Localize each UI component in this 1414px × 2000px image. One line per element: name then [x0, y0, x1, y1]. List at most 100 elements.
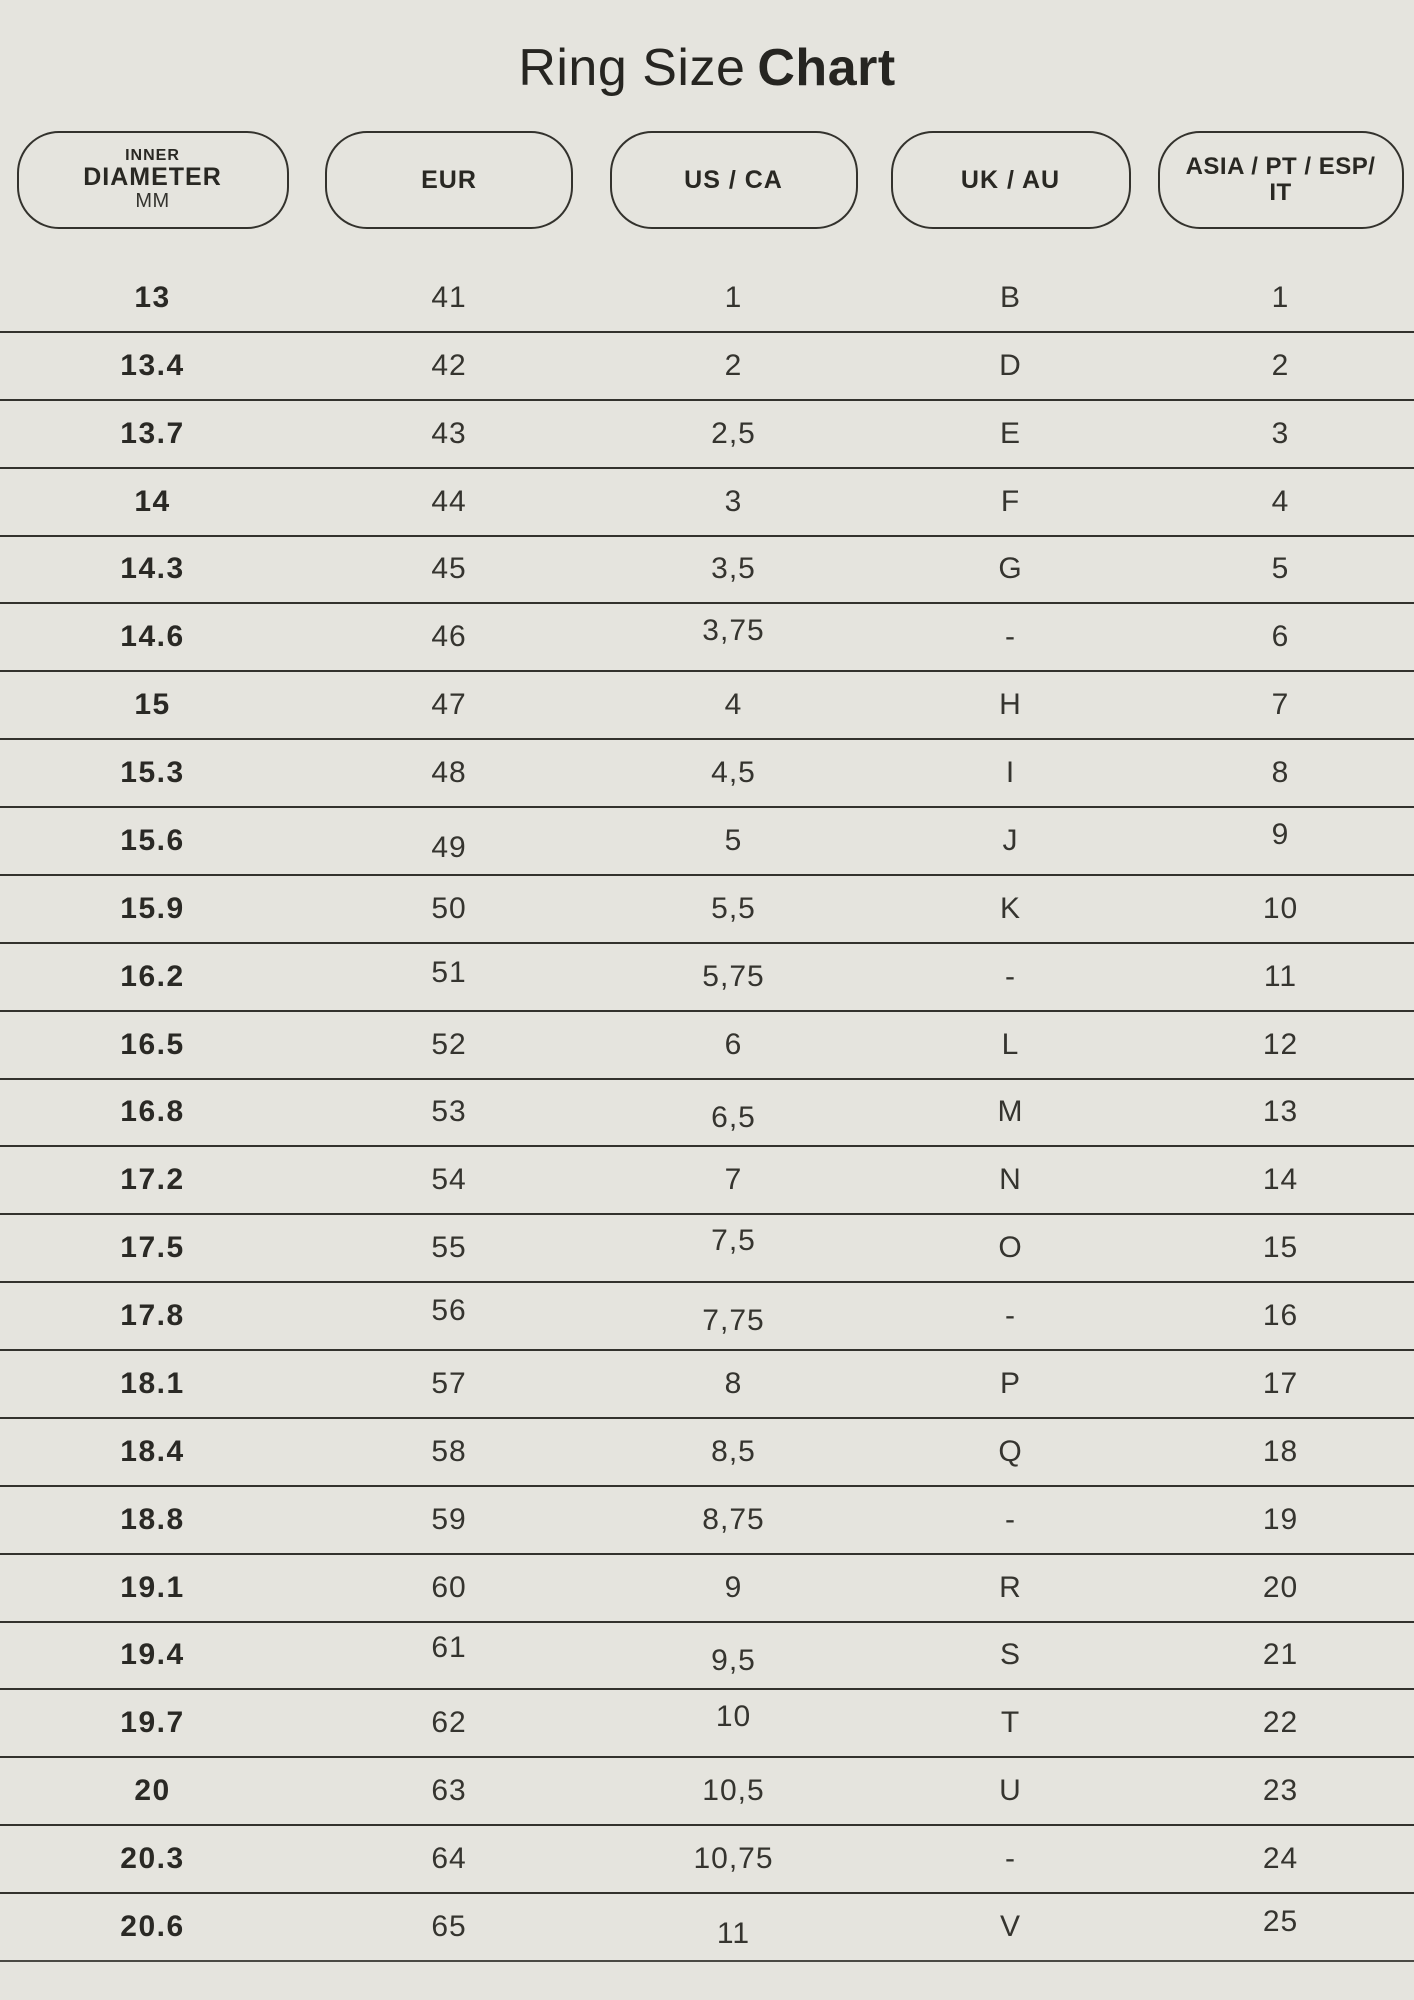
cell-eur: 65 — [431, 1909, 467, 1943]
cell-us-ca: 10,5 — [702, 1774, 765, 1808]
header-cell-us-ca: US / CA — [593, 131, 874, 229]
table-row: 18.1 57 8 P 17 — [0, 1351, 1414, 1419]
cell-inner-diameter-mm: 18.8 — [120, 1502, 185, 1536]
header-label-asia-line2: IT — [1269, 179, 1292, 206]
cell-us-ca: 5 — [724, 823, 743, 857]
header-label-diameter: DIAMETER — [83, 163, 222, 192]
cell-uk-au: G — [998, 552, 1023, 586]
cell-asia-pt-esp-it: 2 — [1271, 348, 1290, 382]
cell-eur: 61 — [431, 1631, 467, 1665]
cell-eur: 60 — [431, 1570, 467, 1604]
cell-eur: 58 — [431, 1434, 467, 1468]
cell-eur: 41 — [431, 280, 467, 314]
cell-inner-diameter-mm: 13.7 — [120, 416, 185, 450]
page-title: Ring Size Chart — [0, 0, 1414, 106]
cell-eur: 64 — [431, 1842, 467, 1876]
table-row: 13 41 1 B 1 — [0, 265, 1414, 333]
cell-inner-diameter-mm: 16.8 — [120, 1095, 185, 1129]
cell-us-ca: 6,5 — [711, 1101, 756, 1135]
cell-us-ca: 2,5 — [711, 416, 756, 450]
cell-us-ca: 7 — [724, 1163, 743, 1197]
cell-inner-diameter-mm: 15.9 — [120, 891, 185, 925]
cell-asia-pt-esp-it: 4 — [1271, 484, 1290, 518]
cell-uk-au: U — [999, 1774, 1022, 1808]
cell-asia-pt-esp-it: 13 — [1262, 1095, 1299, 1129]
table-row: 18.4 58 8,5 Q 18 — [0, 1419, 1414, 1487]
cell-asia-pt-esp-it: 17 — [1262, 1366, 1299, 1400]
table-row: 15 47 4 H 7 — [0, 672, 1414, 741]
cell-eur: 43 — [431, 416, 467, 450]
cell-uk-au: R — [999, 1570, 1022, 1604]
cell-us-ca: 8,75 — [702, 1502, 765, 1536]
cell-us-ca: 7,5 — [711, 1224, 756, 1258]
cell-inner-diameter-mm: 14.6 — [120, 620, 185, 654]
cell-inner-diameter-mm: 14 — [134, 484, 171, 518]
cell-eur: 51 — [431, 955, 467, 989]
table-row: 20.3 64 10,75 - 24 — [0, 1826, 1414, 1894]
cell-inner-diameter-mm: 17.8 — [120, 1299, 185, 1333]
header-cell-asia-pt-esp-it: ASIA / PT / ESP/ IT — [1147, 131, 1414, 229]
cell-uk-au: V — [999, 1909, 1021, 1943]
cell-eur: 46 — [431, 620, 467, 654]
cell-eur: 63 — [431, 1774, 467, 1808]
cell-uk-au: - — [1005, 959, 1016, 993]
cell-inner-diameter-mm: 18.1 — [120, 1366, 185, 1400]
cell-inner-diameter-mm: 17.5 — [120, 1231, 185, 1265]
cell-asia-pt-esp-it: 11 — [1263, 959, 1298, 993]
table-row: 20.6 65 11 V 25 — [0, 1894, 1414, 1962]
cell-uk-au: M — [997, 1095, 1024, 1129]
cell-asia-pt-esp-it: 10 — [1262, 891, 1299, 925]
cell-asia-pt-esp-it: 25 — [1262, 1904, 1299, 1938]
cell-asia-pt-esp-it: 21 — [1262, 1638, 1299, 1672]
cell-uk-au: - — [1005, 1299, 1016, 1333]
cell-asia-pt-esp-it: 20 — [1262, 1570, 1299, 1604]
cell-eur: 57 — [431, 1366, 467, 1400]
cell-inner-diameter-mm: 15.6 — [120, 823, 185, 857]
cell-us-ca: 5,5 — [711, 891, 756, 925]
page-title-regular: Ring Size — [518, 39, 746, 97]
cell-us-ca: 4,5 — [711, 756, 756, 790]
cell-uk-au: O — [998, 1231, 1023, 1265]
header-pill-inner-diameter: INNER DIAMETER MM — [16, 131, 289, 229]
header-cell-uk-au: UK / AU — [874, 131, 1147, 229]
table-row: 14 44 3 F 4 — [0, 469, 1414, 537]
header-pill-uk-au: UK / AU — [890, 131, 1131, 229]
cell-asia-pt-esp-it: 16 — [1262, 1299, 1299, 1333]
cell-asia-pt-esp-it: 18 — [1262, 1434, 1299, 1468]
table-row: 15.6 49 5 J 9 — [0, 808, 1414, 876]
cell-us-ca: 10,75 — [693, 1842, 774, 1876]
table-row: 14.3 45 3,5 G 5 — [0, 537, 1414, 605]
table-row: 16.8 53 6,5 M 13 — [0, 1080, 1414, 1148]
table-row: 19.7 62 10 T 22 — [0, 1690, 1414, 1759]
header-label-asia-line1: ASIA / PT / ESP/ — [1185, 153, 1376, 181]
cell-us-ca: 3,75 — [702, 614, 765, 648]
cell-uk-au: E — [999, 416, 1021, 450]
table-row: 16.5 52 6 L 12 — [0, 1012, 1414, 1080]
table-row: 17.5 55 7,5 O 15 — [0, 1215, 1414, 1284]
cell-eur: 54 — [431, 1163, 467, 1197]
cell-uk-au: N — [999, 1163, 1022, 1197]
cell-inner-diameter-mm: 15 — [134, 688, 171, 722]
header-pill-us-ca: US / CA — [609, 131, 858, 229]
cell-inner-diameter-mm: 14.3 — [120, 552, 185, 586]
cell-asia-pt-esp-it: 6 — [1271, 620, 1290, 654]
cell-uk-au: - — [1005, 620, 1016, 654]
cell-asia-pt-esp-it: 9 — [1271, 817, 1290, 851]
cell-uk-au: K — [999, 891, 1021, 925]
cell-us-ca: 8 — [724, 1366, 743, 1400]
header-cell-inner-diameter: INNER DIAMETER MM — [0, 131, 305, 229]
cell-uk-au: J — [1002, 823, 1019, 857]
table-row: 17.2 54 7 N 14 — [0, 1147, 1414, 1216]
cell-asia-pt-esp-it: 15 — [1262, 1231, 1299, 1265]
cell-us-ca: 3,5 — [711, 552, 756, 586]
cell-uk-au: T — [1000, 1706, 1021, 1740]
cell-uk-au: H — [999, 688, 1022, 722]
header-cell-eur: EUR — [305, 131, 593, 229]
table-row: 13.7 43 2,5 E 3 — [0, 401, 1414, 469]
table-row: 15.9 50 5,5 K 10 — [0, 876, 1414, 944]
table-row: 20 63 10,5 U 23 — [0, 1758, 1414, 1827]
cell-eur: 48 — [431, 756, 467, 790]
cell-eur: 62 — [431, 1706, 467, 1740]
cell-inner-diameter-mm: 13 — [134, 280, 171, 314]
